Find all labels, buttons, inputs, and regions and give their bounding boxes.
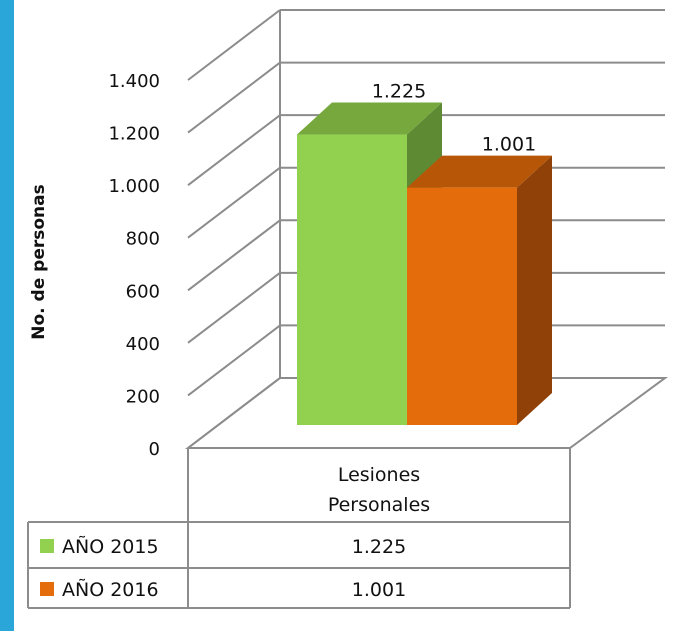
- bars: [297, 102, 552, 425]
- bar-front-1: [297, 134, 407, 425]
- y-tick-label: 600: [126, 281, 160, 302]
- category-label: Personales: [328, 494, 430, 516]
- table-value: 1.225: [352, 536, 406, 558]
- bar-front-2: [407, 187, 517, 425]
- y-tick-label: 1.200: [108, 124, 160, 145]
- gridline-side: [187, 324, 281, 397]
- y-tick-label: 400: [126, 334, 160, 355]
- category-label: Lesiones: [338, 464, 420, 486]
- legend-swatch-2: [40, 582, 54, 596]
- chart-floor: [185, 377, 669, 449]
- gridline-side: [187, 166, 281, 239]
- legend-series-name: AÑO 2016: [62, 578, 159, 601]
- y-axis-label: No. de personas: [29, 184, 49, 339]
- bar-top-1: [297, 102, 442, 135]
- data-labels: 1.225 1.001: [372, 81, 536, 156]
- legend-swatch-1: [40, 539, 54, 553]
- y-tick-label: 800: [126, 229, 160, 250]
- gridline-side: [187, 61, 281, 134]
- gridline-side: [187, 9, 281, 81]
- y-axis-ticks: 0 200 400 600 800 1.000 1.200 1.400: [108, 71, 160, 460]
- gridline-side: [187, 114, 281, 186]
- data-table: Lesiones Personales AÑO 2015 1.225 AÑO 2016 1…: [27, 448, 571, 609]
- y-tick-label: 0: [149, 439, 160, 460]
- gridline-side: [187, 219, 281, 292]
- data-label-1: 1.225: [372, 81, 426, 103]
- legend-series-name: AÑO 2015: [62, 535, 159, 558]
- y-tick-label: 1.000: [108, 176, 160, 197]
- bar-side-2: [517, 155, 552, 425]
- chart-walls: [185, 10, 669, 449]
- table-value: 1.001: [352, 579, 406, 601]
- gridline-side: [187, 272, 281, 344]
- data-label-2: 1.001: [482, 134, 536, 156]
- left-accent-strip: [0, 0, 14, 631]
- bar-top-2: [407, 155, 552, 188]
- y-tick-label: 200: [126, 386, 160, 407]
- y-tick-label: 1.400: [108, 71, 160, 92]
